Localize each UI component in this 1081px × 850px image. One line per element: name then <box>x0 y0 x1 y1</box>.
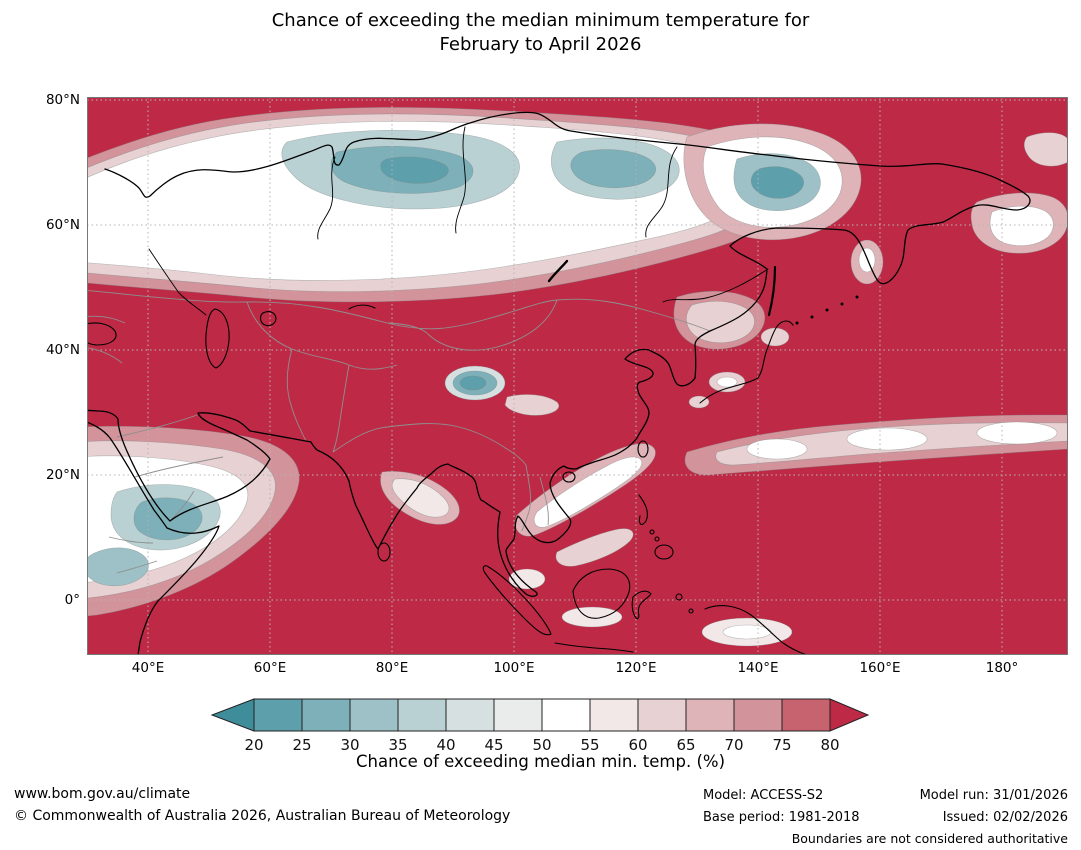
y-axis-tick-label: 60°N <box>45 217 80 233</box>
sri-lanka <box>377 542 391 562</box>
footer-model-run: Model run: 31/01/2026 <box>919 788 1068 803</box>
lakes <box>87 304 376 369</box>
footer-model: Model: ACCESS-S2 <box>703 788 824 803</box>
colorbar-tick-label: 25 <box>292 736 311 754</box>
colorbar-tick-label: 60 <box>628 736 647 754</box>
japan-coast <box>699 320 794 404</box>
probability-map <box>87 97 1068 655</box>
luzon <box>638 494 648 525</box>
x-axis-tick-label: 140°E <box>737 660 779 676</box>
page-title-line2: February to April 2026 <box>439 34 642 55</box>
footer-issued: Issued: 02/02/2026 <box>942 810 1068 825</box>
footer-base-period: Base period: 1981-2018 <box>703 810 860 825</box>
colorbar-tick-label: 75 <box>772 736 791 754</box>
x-axis-tick-label: 120°E <box>615 660 657 676</box>
colorbar-tick-label: 65 <box>676 736 695 754</box>
colorbar: 20 25 30 35 40 45 50 55 60 65 70 75 80 <box>210 698 870 754</box>
y-axis-tick-label: 40°N <box>45 342 80 358</box>
map-frame <box>87 97 1068 655</box>
colorbar-left-arrow <box>210 698 255 732</box>
colorbar-tick-label: 50 <box>532 736 551 754</box>
sakhalin-coast <box>767 265 777 317</box>
x-axis-tick-label: 180° <box>985 660 1019 676</box>
x-axis-tick-label: 100°E <box>493 660 535 676</box>
new-guinea <box>704 605 808 655</box>
footer-copyright: © Commonwealth of Australia 2026, Austra… <box>14 808 511 824</box>
country-borders <box>87 290 711 574</box>
colorbar-caption: Chance of exceeding median min. temp. (%… <box>355 752 726 771</box>
sulawesi <box>631 590 652 620</box>
colorbar-tick-label: 30 <box>340 736 359 754</box>
y-axis-tick-label: 20°N <box>45 467 80 483</box>
taiwan <box>637 440 649 458</box>
java <box>554 642 634 653</box>
probability-shading <box>87 107 1068 647</box>
y-axis-tick-label: 0° <box>64 592 80 608</box>
rivers <box>148 126 769 316</box>
colorbar-tick-label: 55 <box>580 736 599 754</box>
x-axis-tick-label: 40°E <box>131 660 165 676</box>
coastlines <box>87 111 1031 655</box>
sumatra <box>482 565 552 636</box>
colorbar-right-arrow <box>829 698 870 732</box>
borneo <box>572 568 631 619</box>
colorbar-tick-label: 80 <box>820 736 839 754</box>
mindanao <box>654 544 674 560</box>
colorbar-tick-label: 45 <box>484 736 503 754</box>
colorbar-tick-label: 35 <box>388 736 407 754</box>
lake-baikal <box>547 259 569 283</box>
x-axis-tick-label: 80°E <box>375 660 409 676</box>
footer-disclaimer: Boundaries are not considered authoritat… <box>791 831 1068 846</box>
x-axis-tick-label: 60°E <box>253 660 287 676</box>
kuril-islands <box>795 295 859 325</box>
colorbar-tick-label: 40 <box>436 736 455 754</box>
y-axis-tick-label: 80°N <box>45 92 80 108</box>
colorbar-tick-label: 20 <box>244 736 263 754</box>
footer-website: www.bom.gov.au/climate <box>14 786 191 802</box>
x-axis-tick-label: 160°E <box>859 660 901 676</box>
page-title-line1: Chance of exceeding the median minimum t… <box>271 10 810 31</box>
graticule <box>87 97 1068 655</box>
colorbar-tick-label: 70 <box>724 736 743 754</box>
hainan <box>562 471 576 483</box>
